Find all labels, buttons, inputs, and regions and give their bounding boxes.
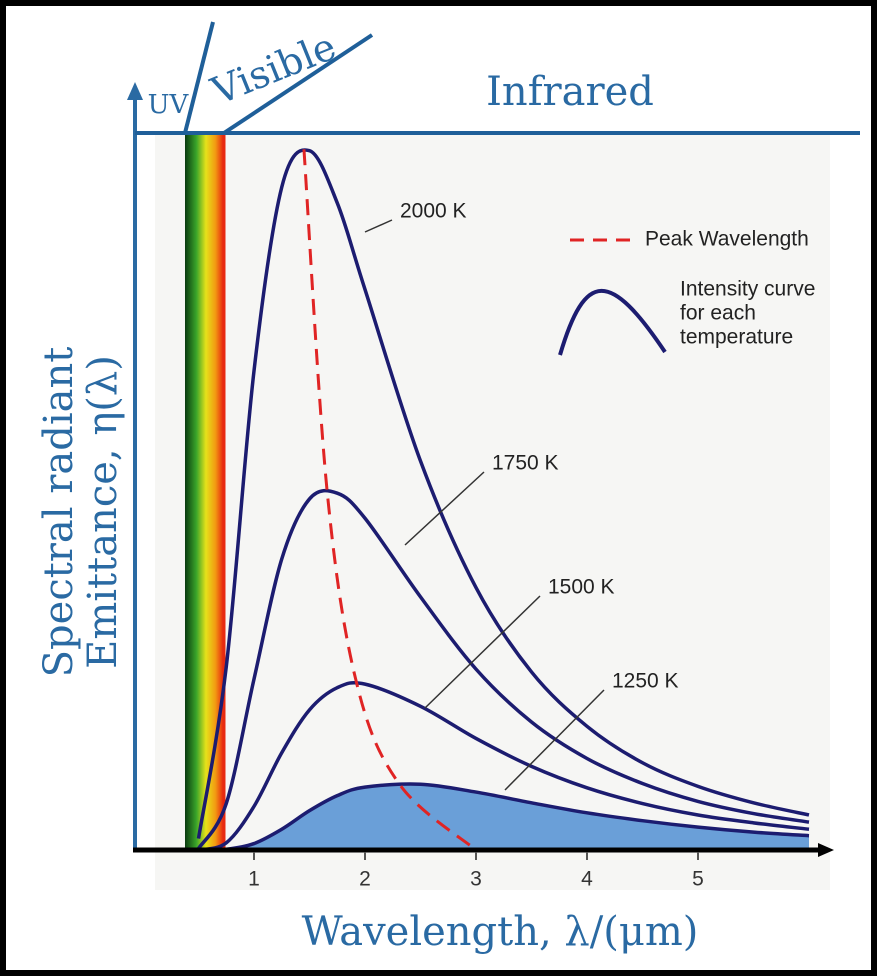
leader-line — [504, 689, 605, 791]
visible-boundary — [222, 33, 374, 135]
legend-label: temperature — [680, 326, 793, 349]
x-tick-label: 2 — [359, 868, 371, 891]
intensity-curve — [196, 148, 810, 839]
peak-line — [302, 149, 477, 852]
leader-line — [424, 595, 541, 709]
x-tick-label: 1 — [248, 868, 260, 891]
legend-label: Peak Wavelength — [645, 228, 809, 251]
legend-label: Intensity curve — [680, 278, 815, 301]
y-axis-arrow — [127, 82, 143, 100]
uv-boundary — [183, 21, 215, 134]
leader-line — [364, 219, 393, 233]
intensity-curve — [198, 782, 810, 852]
series-label: 2000 K — [400, 200, 467, 223]
leader-line — [404, 471, 485, 546]
series-label: 1250 K — [612, 670, 679, 693]
series-label: 1500 K — [548, 576, 615, 599]
series-label: 1750 K — [492, 452, 559, 475]
legend-label: for each — [680, 302, 756, 325]
x-tick-label: 4 — [581, 868, 593, 891]
y-axis-label: Emittance, η(λ) — [80, 355, 126, 669]
intensity-curve — [197, 488, 810, 850]
x-tick-label: 3 — [470, 868, 482, 891]
y-axis-label: Spectral radiant — [36, 347, 82, 678]
x-axis-arrow — [818, 843, 834, 857]
x-tick-label: 5 — [692, 868, 704, 891]
area — [198, 784, 809, 851]
visible-spectrum — [185, 135, 223, 850]
region-label: UV — [148, 90, 190, 120]
x-axis-label: Wavelength, λ/(μm) — [302, 909, 699, 955]
region-label: Infrared — [486, 69, 654, 115]
legend-swatch — [558, 289, 667, 356]
intensity-curve — [198, 681, 810, 852]
